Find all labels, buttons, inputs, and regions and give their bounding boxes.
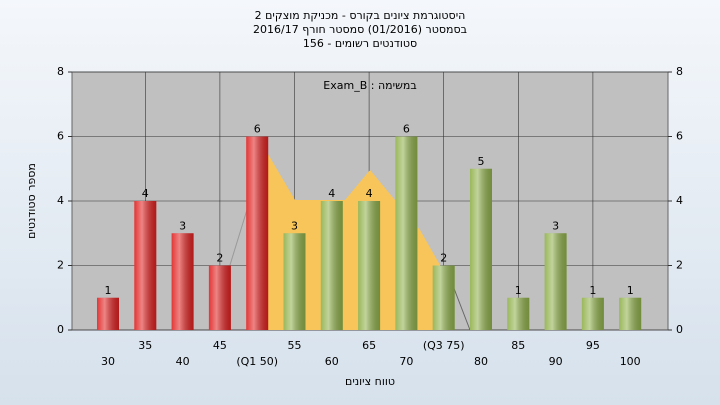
bar-shine (544, 233, 567, 330)
bar-shine (432, 265, 455, 330)
data-label: 3 (291, 219, 298, 232)
y2-tick-label: 6 (676, 130, 683, 143)
x-tick-label: 90 (549, 355, 563, 368)
data-label: 1 (105, 284, 112, 297)
x-tick-label: 45 (213, 339, 227, 352)
data-label: 3 (179, 219, 186, 232)
x-tick-label: 80 (474, 355, 488, 368)
bar-shine (246, 136, 269, 330)
data-label: 4 (328, 187, 335, 200)
x-axis-label: טווח ציונים (345, 375, 395, 388)
x-tick-label: 55 (288, 339, 302, 352)
chart-title: היסטוגרמת ציונים בקורס - מכניקת מוצקים 2 (255, 9, 466, 22)
x-tick-label: 95 (586, 339, 600, 352)
chart-subtitle: סטודנטים רשומים - 156 (303, 37, 417, 50)
bar-shine (134, 201, 157, 330)
bar-shine (208, 265, 231, 330)
bar-shine (97, 297, 119, 330)
x-tick-label: 40 (176, 355, 190, 368)
data-label: 2 (440, 252, 447, 265)
y-tick-label: 8 (57, 65, 64, 78)
x-tick-label: (Q1 50) (236, 355, 278, 368)
y2-tick-label: 8 (676, 65, 683, 78)
x-tick-label: (Q3 75) (423, 339, 465, 352)
x-tick-label: 65 (362, 339, 376, 352)
x-tick-label: 70 (399, 355, 413, 368)
y-tick-label: 2 (57, 259, 64, 272)
x-tick-label: 35 (138, 339, 152, 352)
bar-shine (395, 136, 418, 330)
bar-shine (581, 297, 604, 330)
y-axis-label: מספר סטודנטים (25, 163, 38, 239)
bar-shine (470, 168, 492, 330)
data-label: 2 (216, 252, 223, 265)
annotation: במשימה : Exam_B (323, 79, 416, 92)
y2-tick-label: 0 (676, 323, 683, 336)
data-label: 6 (403, 123, 410, 136)
x-tick-label: 85 (511, 339, 525, 352)
bar-shine (619, 297, 642, 330)
y-tick-label: 0 (57, 323, 64, 336)
bar-shine (507, 297, 530, 330)
data-label: 4 (366, 187, 373, 200)
data-label: 3 (552, 219, 559, 232)
data-label: 4 (142, 187, 149, 200)
y-tick-label: 4 (57, 194, 64, 207)
bar-shine (283, 233, 306, 330)
data-label: 1 (627, 284, 634, 297)
data-label: 1 (589, 284, 596, 297)
chart-subtitle: בסמסטר (01/2016) סמסטר חורף 2016/17 (253, 23, 467, 36)
x-tick-label: 30 (101, 355, 115, 368)
bar-shine (171, 233, 194, 330)
data-label: 1 (515, 284, 522, 297)
data-label: 6 (254, 123, 261, 136)
y2-tick-label: 4 (676, 194, 683, 207)
x-tick-label: 100 (620, 355, 641, 368)
data-label: 5 (478, 155, 485, 168)
y-tick-label: 6 (57, 130, 64, 143)
bar-shine (358, 201, 381, 330)
bar-shine (320, 201, 343, 330)
x-tick-label: 60 (325, 355, 339, 368)
y2-tick-label: 2 (676, 259, 683, 272)
